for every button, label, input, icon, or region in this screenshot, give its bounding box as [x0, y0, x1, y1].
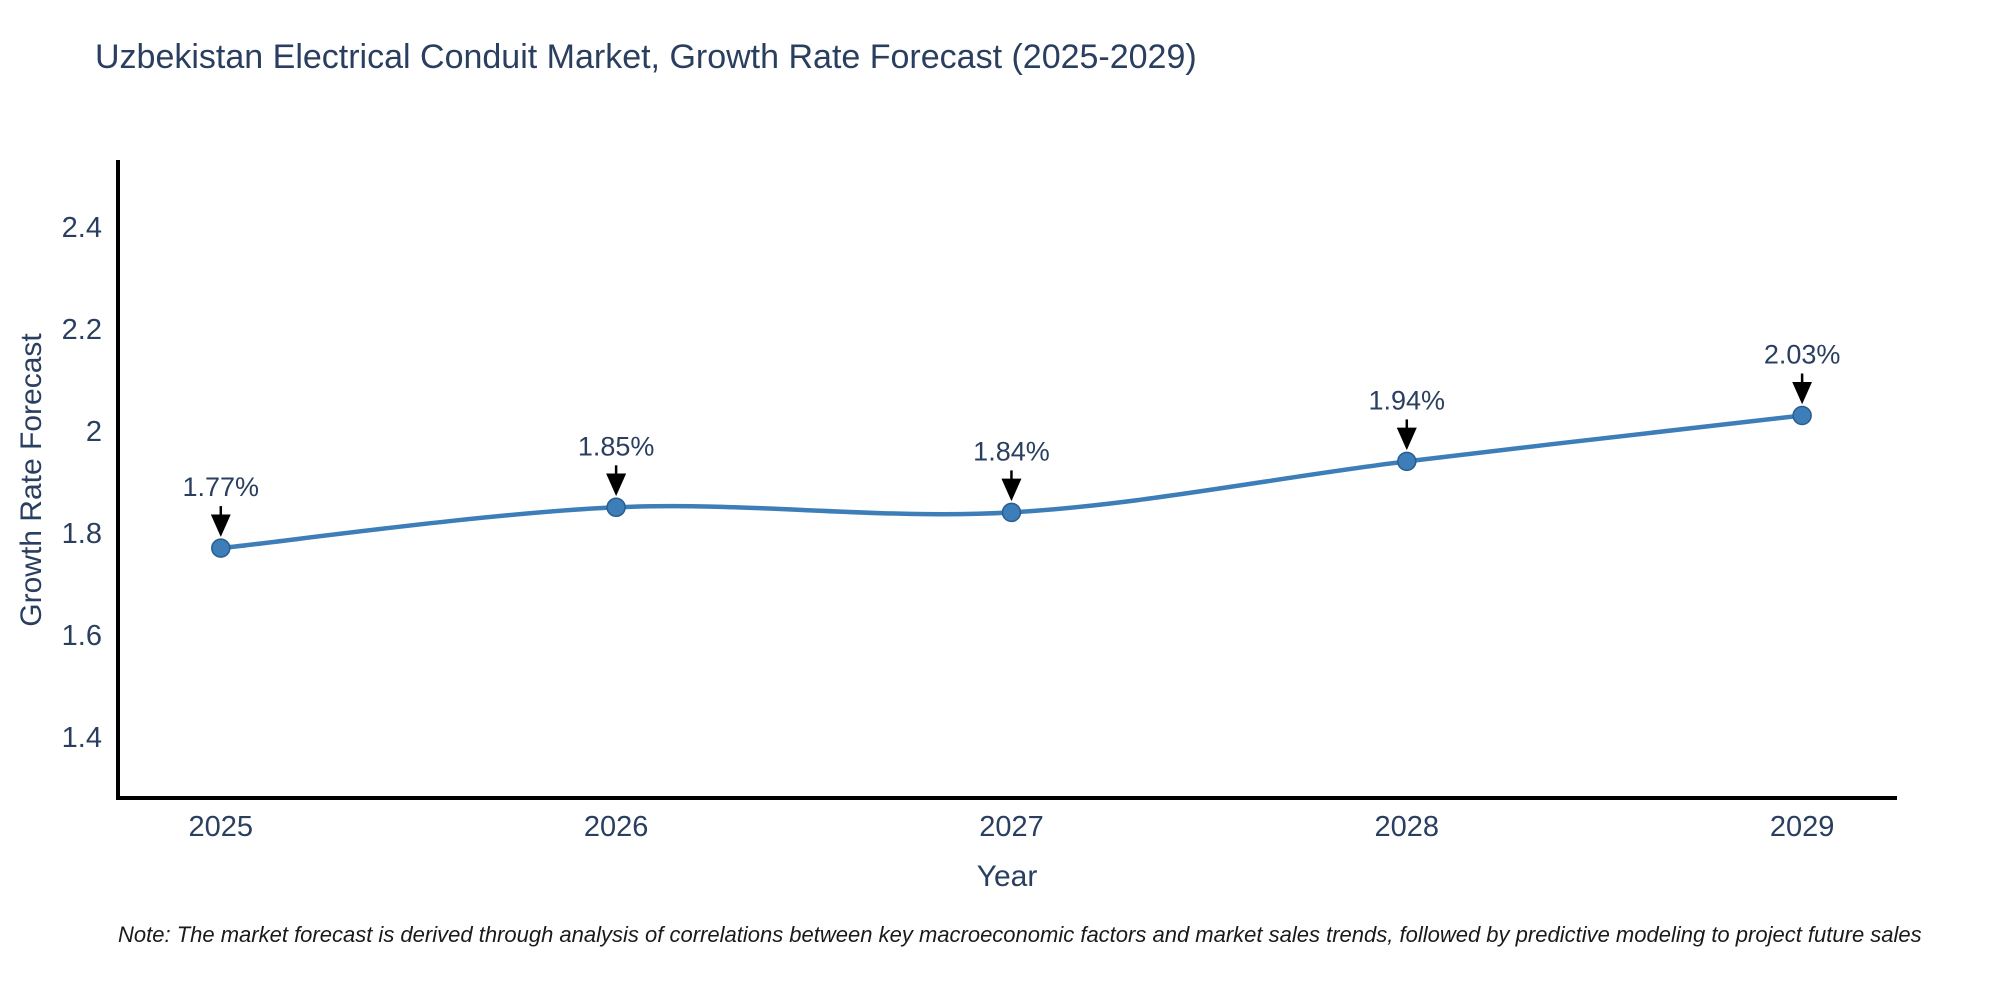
footnote: Note: The market forecast is derived thr…: [118, 922, 1922, 947]
y-tick-label: 1.8: [62, 518, 102, 550]
x-axis-title: Year: [976, 860, 1038, 893]
y-tick-label: 1.4: [62, 722, 102, 754]
x-tick-label: 2029: [1770, 811, 1835, 843]
x-tick-label: 2025: [189, 811, 254, 843]
x-tick-label: 2028: [1375, 811, 1440, 843]
point-annotation-label: 1.85%: [578, 431, 655, 461]
data-point-marker: [211, 538, 231, 558]
y-tick-label: 2.2: [62, 314, 102, 346]
data-point-marker: [1792, 405, 1812, 426]
data-point-marker: [1397, 451, 1417, 472]
y-tick-label: 2: [86, 416, 102, 448]
data-point-marker: [1001, 502, 1022, 523]
point-annotation-label: 1.84%: [973, 436, 1050, 466]
x-tick-label: 2026: [584, 811, 649, 843]
data-point-marker: [606, 497, 626, 518]
x-tick-label: 2027: [979, 811, 1044, 843]
point-annotation-label: 1.94%: [1369, 385, 1446, 415]
point-annotation-label: 1.77%: [183, 472, 260, 502]
y-tick-label: 1.6: [62, 620, 102, 652]
point-annotation-label: 2.03%: [1764, 340, 1841, 370]
y-tick-label: 2.4: [62, 212, 102, 244]
chart-title: Uzbekistan Electrical Conduit Market, Gr…: [95, 38, 1197, 76]
